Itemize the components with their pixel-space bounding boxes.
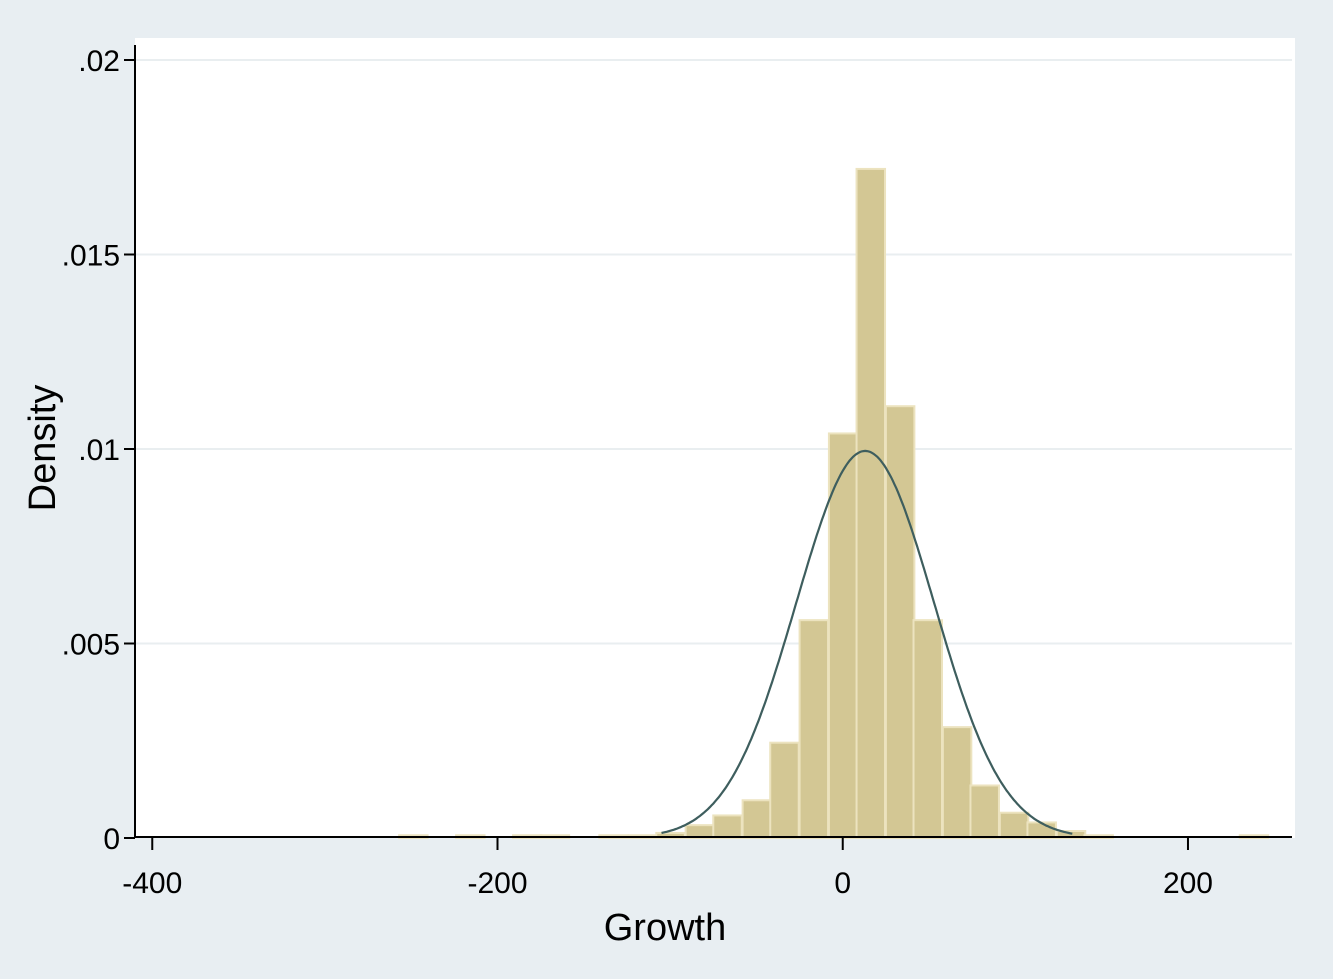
y-ticks: 0 .005 .01 .015 .02 [62,45,135,856]
x-tick-label: 200 [1163,867,1213,900]
y-tick-label: .005 [62,629,120,662]
histogram-bar [941,726,973,840]
histogram-bar [712,814,743,839]
histogram-bar [884,405,916,839]
x-ticks: -400 -200 0 200 [122,838,1213,900]
grid-lines [135,59,1292,645]
x-tick-label: 0 [834,867,851,900]
histogram-bar [798,619,830,839]
histogram-bar [855,167,887,840]
histogram-bar [969,784,1000,839]
plot-background [135,38,1295,838]
y-tick-label: .015 [62,240,120,273]
histogram-bar [1026,821,1057,840]
histogram-bar [912,619,943,839]
x-tick-label: -200 [467,867,527,900]
histogram-bar [741,799,773,840]
histogram-bar [769,741,800,840]
histogram-bar [998,811,1030,840]
y-tick-label: .01 [78,434,120,467]
y-tick-label: .02 [78,45,120,78]
x-tick-label: -400 [122,867,182,900]
y-tick-label: 0 [103,823,120,856]
y-axis-label: Density [22,385,64,512]
normal-density-curve [661,449,1073,835]
histogram-bar [827,432,859,839]
normal-curve-line [661,449,1073,835]
axes [134,45,1292,838]
x-axis-label: Growth [604,907,726,949]
